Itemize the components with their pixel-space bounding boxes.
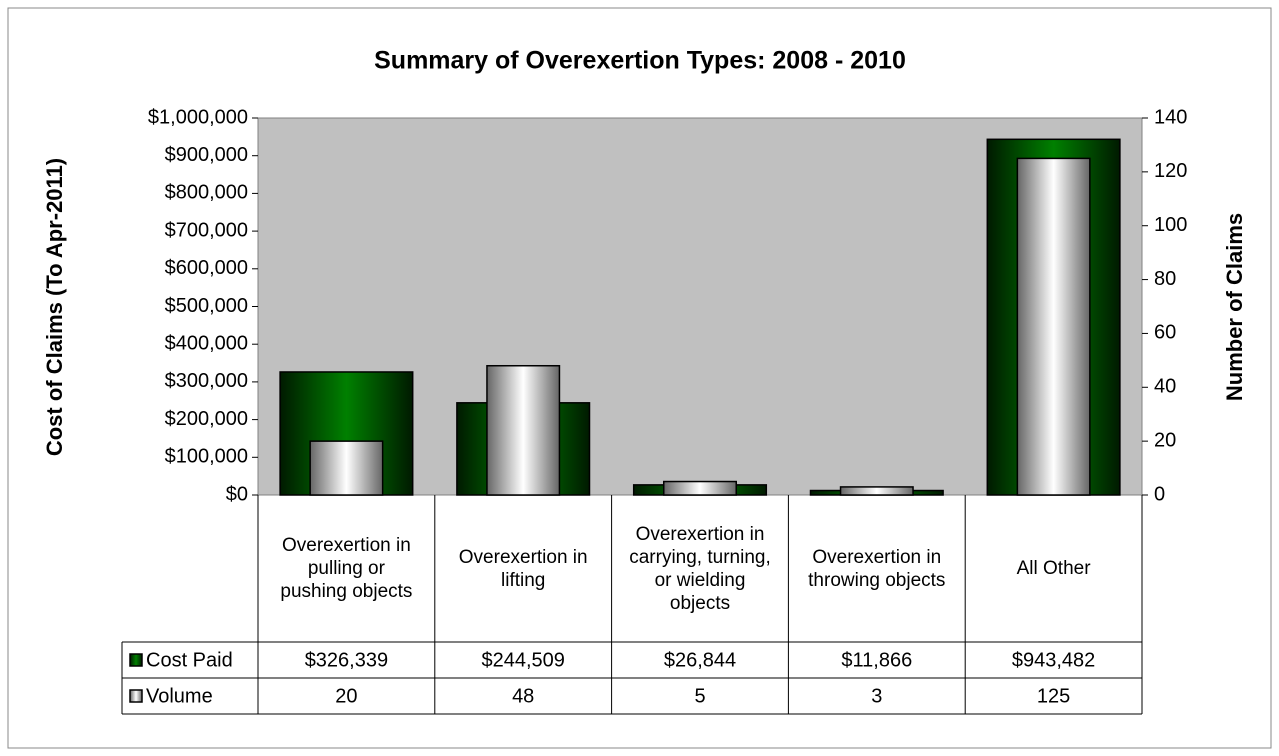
- y-tick-label: $800,000: [165, 182, 248, 204]
- y-tick-label: $1,000,000: [148, 106, 248, 128]
- y-axis-title: Cost of Claims (To Apr-2011): [42, 158, 67, 456]
- y2-tick-label: 20: [1154, 429, 1176, 451]
- y-tick-label: $300,000: [165, 370, 248, 392]
- y-tick-label: $400,000: [165, 332, 248, 354]
- y2-tick-label: 140: [1154, 106, 1187, 128]
- bar: [663, 480, 737, 496]
- data-label: 20: [335, 685, 357, 707]
- data-label: $943,482: [1012, 649, 1095, 671]
- y2-tick-label: 60: [1154, 322, 1176, 344]
- x-tick-label: Overexertion in throwing objects: [808, 546, 946, 591]
- y-tick-label: $600,000: [165, 257, 248, 279]
- legend-label: Cost Paid: [146, 649, 233, 671]
- data-label: 5: [694, 685, 705, 707]
- data-label: 125: [1037, 685, 1070, 707]
- data-label: $11,866: [841, 649, 912, 671]
- y-tick-label: $100,000: [165, 446, 248, 468]
- data-label: $244,509: [481, 649, 564, 671]
- x-tick-label: All Other: [1016, 558, 1091, 579]
- y2-tick-label: 80: [1154, 268, 1176, 290]
- y2-axis-title: Number of Claims: [1222, 213, 1247, 401]
- x-tick-label: Overexertion in carrying, turning, or wi…: [629, 523, 771, 614]
- y2-tick-label: 120: [1154, 160, 1187, 182]
- y2-tick-label: 40: [1154, 376, 1176, 398]
- y-tick-label: $700,000: [165, 219, 248, 241]
- y2-tick-label: 100: [1154, 214, 1187, 236]
- legend-swatch: [129, 689, 143, 703]
- bar: [1016, 157, 1091, 496]
- bar: [309, 440, 384, 496]
- legend-label: Volume: [146, 685, 213, 707]
- x-tick-label: Overexertion in pulling or pushing objec…: [280, 535, 413, 602]
- y-tick-label: $900,000: [165, 144, 248, 166]
- bar: [839, 486, 914, 496]
- data-label: $326,339: [305, 649, 388, 671]
- y-tick-label: $500,000: [165, 295, 248, 317]
- y2-tick-label: 0: [1154, 483, 1165, 505]
- legend-swatch: [129, 653, 143, 667]
- bar: [486, 364, 561, 496]
- y-tick-label: $0: [226, 483, 248, 505]
- chart-title: Summary of Overexertion Types: 2008 - 20…: [374, 47, 906, 75]
- data-label: 3: [871, 685, 882, 707]
- data-label: 48: [512, 685, 534, 707]
- data-label: $26,844: [664, 649, 736, 671]
- y-tick-label: $200,000: [165, 408, 248, 430]
- x-tick-label: Overexertion in lifting: [458, 546, 588, 591]
